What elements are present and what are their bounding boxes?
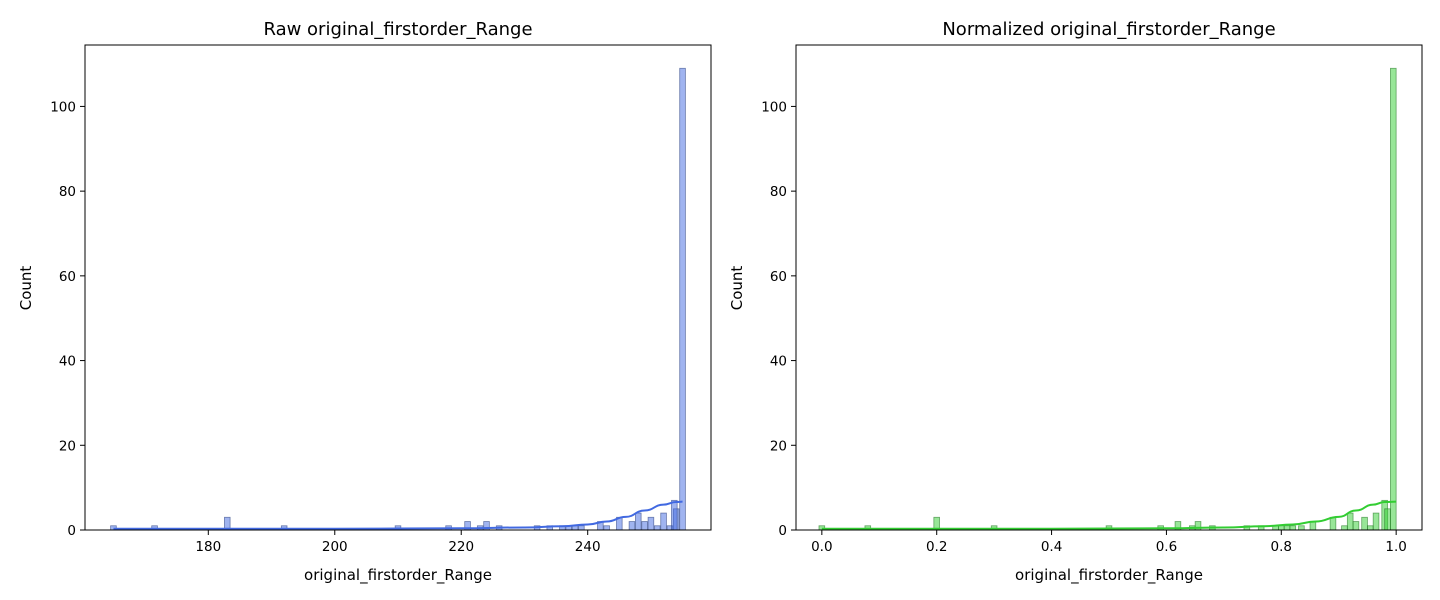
histogram-bar	[641, 521, 648, 531]
histogram-bar	[635, 512, 642, 531]
histogram-bar	[603, 525, 610, 531]
y-tick-label: 100	[761, 99, 787, 115]
y-tick-label: 40	[770, 354, 787, 370]
histogram-bar	[1352, 521, 1360, 531]
panel-normalized: Normalized original_firstorder_Range ori…	[728, 19, 1423, 585]
y-tick-label: 100	[50, 99, 76, 115]
histogram-bar	[1384, 508, 1391, 531]
axes-frame	[84, 44, 712, 531]
histogram-bar	[1329, 516, 1337, 531]
x-tick-label: 1.0	[1385, 539, 1406, 555]
histogram-bar	[1390, 67, 1397, 531]
histogram-bar	[1278, 525, 1285, 531]
histogram-bar	[1298, 525, 1305, 531]
y-tick-label: 60	[59, 269, 76, 285]
x-tick-label: 0.8	[1271, 539, 1292, 555]
kde-curve	[821, 500, 1397, 530]
x-axis-label: original_firstorder_Range	[304, 566, 492, 585]
x-tick-label: 0.2	[926, 539, 947, 555]
kde-curve	[113, 500, 683, 530]
y-tick-label: 0	[67, 523, 76, 539]
histogram-bar	[647, 516, 655, 531]
y-tick-label: 20	[59, 438, 76, 454]
x-tick-label: 200	[322, 539, 348, 555]
y-axis-ticks: 0 20 40 60 80 100	[761, 99, 796, 539]
histogram-bar	[679, 67, 686, 531]
x-axis-ticks: 180 200 220 240	[195, 530, 601, 555]
histogram-bar	[660, 512, 667, 531]
panel-raw: Raw original_firstorder_Range original_f…	[17, 19, 712, 585]
x-axis-ticks: 0.0 0.2 0.4 0.6 0.8 1.0	[811, 530, 1407, 555]
chart-title: Normalized original_firstorder_Range	[942, 19, 1275, 40]
y-tick-label: 20	[770, 438, 787, 454]
x-tick-label: 220	[448, 539, 474, 555]
y-tick-label: 40	[59, 354, 76, 370]
histogram-bar	[1346, 512, 1354, 531]
y-axis-label: Count	[17, 266, 35, 311]
x-axis-label: original_firstorder_Range	[1015, 566, 1203, 585]
chart-title: Raw original_firstorder_Range	[263, 19, 532, 40]
histogram-bar	[1367, 525, 1374, 531]
x-tick-label: 0.4	[1041, 539, 1062, 555]
y-tick-label: 80	[770, 184, 787, 200]
x-tick-label: 240	[575, 539, 601, 555]
y-tick-label: 0	[778, 523, 787, 539]
y-tick-label: 60	[770, 269, 787, 285]
histogram-bar	[671, 499, 678, 531]
y-tick-label: 80	[59, 184, 76, 200]
histogram-bar	[1361, 516, 1368, 531]
histogram-bars	[110, 67, 686, 531]
x-tick-label: 0.0	[811, 539, 832, 555]
y-axis-ticks: 0 20 40 60 80 100	[50, 99, 85, 539]
kde-line	[113, 500, 683, 530]
histogram-bar	[1341, 525, 1348, 531]
histogram-bar	[654, 525, 661, 531]
histogram-bar	[578, 525, 585, 531]
x-tick-label: 180	[195, 539, 221, 555]
x-tick-label: 0.6	[1156, 539, 1177, 555]
histogram-bar	[1283, 525, 1291, 531]
histogram-bar	[628, 521, 636, 531]
histogram-bars	[818, 67, 1397, 531]
y-axis-label: Count	[728, 266, 746, 311]
histogram-bar	[1372, 512, 1380, 531]
axes-frame	[795, 44, 1423, 531]
histogram-bar	[1289, 525, 1297, 531]
kde-line	[821, 500, 1397, 530]
